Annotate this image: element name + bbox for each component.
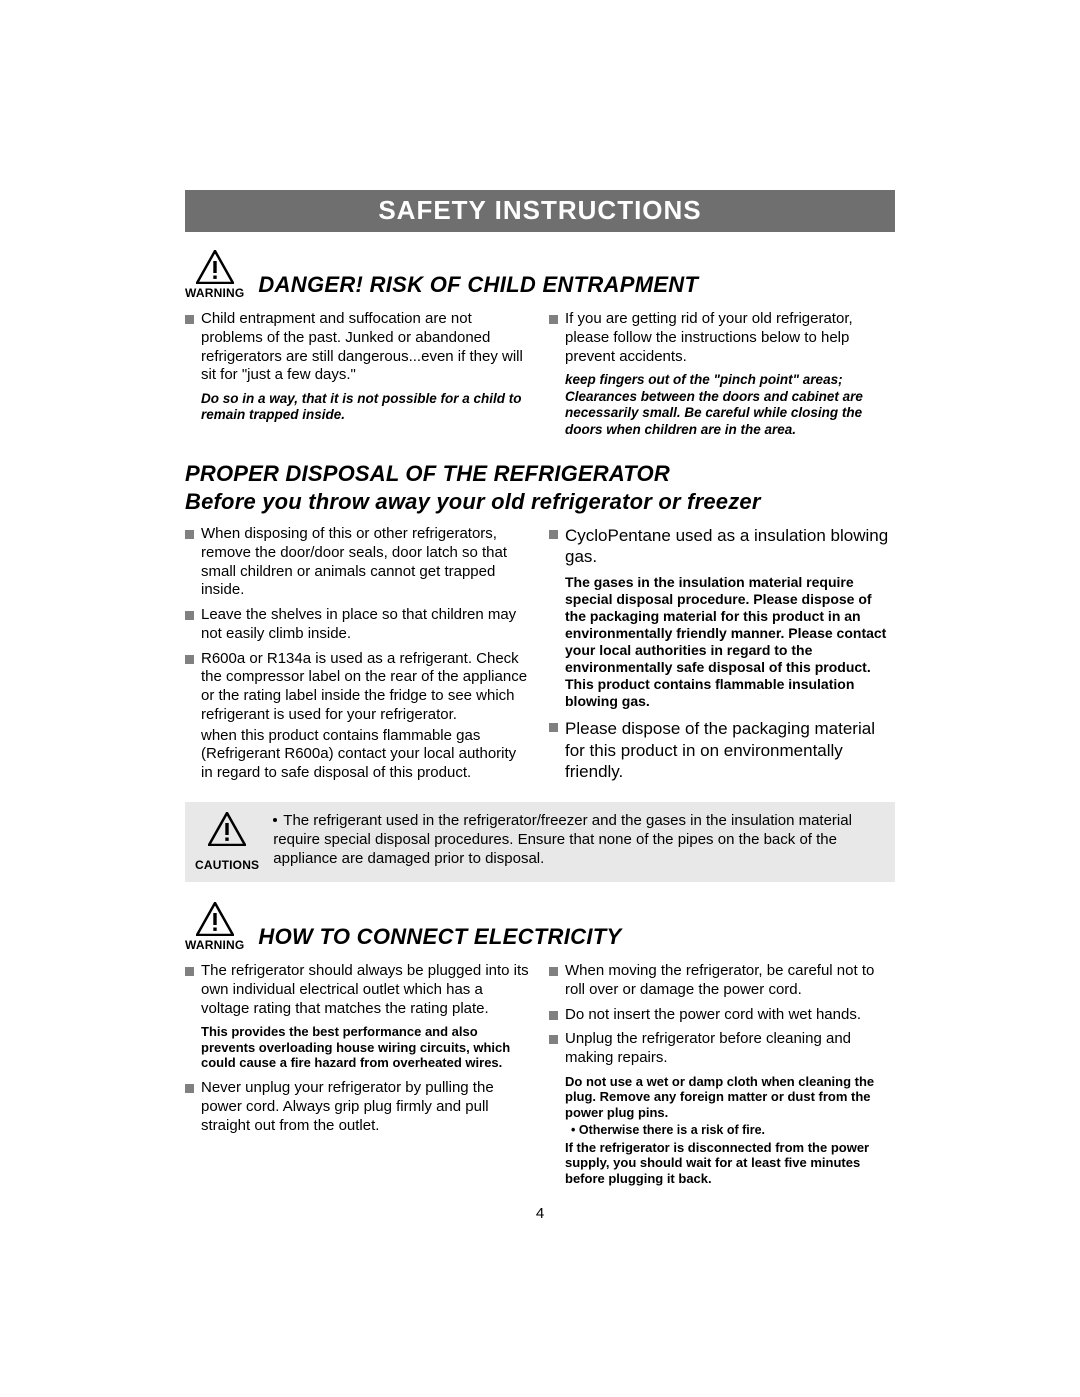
bullet-item: If you are getting rid of your old refri… — [549, 310, 895, 366]
bold-note: Do not use a wet or damp cloth when clea… — [549, 1074, 895, 1121]
cautions-body: The refrigerant used in the refrigerator… — [273, 812, 852, 867]
square-bullet-icon — [549, 1011, 558, 1020]
section-1-header: WARNING DANGER! RISK OF CHILD ENTRAPMENT — [185, 250, 895, 300]
bullet-item: Leave the shelves in place so that child… — [185, 606, 531, 644]
body-text: When moving the refrigerator, be careful… — [565, 962, 895, 1000]
italic-note: keep fingers out of the "pinch point" ar… — [549, 372, 895, 438]
square-bullet-icon — [549, 315, 558, 324]
warning-triangle-icon — [208, 812, 246, 846]
bold-note: This provides the best performance and a… — [185, 1024, 531, 1071]
body-text: The refrigerator should always be plugge… — [201, 962, 531, 1018]
square-bullet-icon — [185, 530, 194, 539]
section-3-left: The refrigerator should always be plugge… — [185, 962, 531, 1187]
italic-note: Do so in a way, that it is not possible … — [185, 391, 531, 424]
bold-note-bullet: • Otherwise there is a risk of fire. — [549, 1123, 895, 1138]
body-text: If you are getting rid of your old refri… — [565, 310, 895, 366]
bullet-item: When disposing of this or other refriger… — [185, 525, 531, 600]
body-text: When disposing of this or other refriger… — [201, 525, 531, 600]
section-2-title-line1: PROPER DISPOSAL OF THE REFRIGERATOR — [185, 460, 895, 488]
warning-symbol-block: WARNING — [185, 902, 244, 952]
section-3-right: When moving the refrigerator, be careful… — [549, 962, 895, 1187]
section-1-left: Child entrapment and suffocation are not… — [185, 310, 531, 438]
square-bullet-icon — [185, 611, 194, 620]
bullet-item: When moving the refrigerator, be careful… — [549, 962, 895, 1000]
section-3-columns: The refrigerator should always be plugge… — [185, 962, 895, 1187]
follow-text: when this product contains flammable gas… — [185, 727, 531, 783]
bullet-item: Unplug the refrigerator before cleaning … — [549, 1030, 895, 1068]
section-2-title: PROPER DISPOSAL OF THE REFRIGERATOR Befo… — [185, 460, 895, 515]
section-2-title-line2: Before you throw away your old refrigera… — [185, 488, 895, 516]
body-text: Please dispose of the packaging material… — [565, 718, 895, 782]
warning-label: WARNING — [185, 286, 244, 300]
section-3-header: WARNING HOW TO CONNECT ELECTRICITY — [185, 902, 895, 952]
square-bullet-icon — [185, 315, 194, 324]
square-bullet-icon — [549, 967, 558, 976]
manual-page: SAFETY INSTRUCTIONS WARNING DANGER! RISK… — [0, 0, 1080, 1262]
section-2-columns: When disposing of this or other refriger… — [185, 525, 895, 788]
page-banner: SAFETY INSTRUCTIONS — [185, 190, 895, 232]
dot-bullet-icon — [273, 818, 277, 822]
section-2-right: CycloPentane used as a insulation blowin… — [549, 525, 895, 788]
body-text: R600a or R134a is used as a refrigerant.… — [201, 650, 531, 725]
body-text: Leave the shelves in place so that child… — [201, 606, 531, 644]
bullet-item: R600a or R134a is used as a refrigerant.… — [185, 650, 531, 725]
bullet-item: CycloPentane used as a insulation blowin… — [549, 525, 895, 568]
bullet-item: Do not insert the power cord with wet ha… — [549, 1006, 895, 1025]
bullet-item: Please dispose of the packaging material… — [549, 718, 895, 782]
section-1-title: DANGER! RISK OF CHILD ENTRAPMENT — [258, 272, 895, 300]
square-bullet-icon — [185, 655, 194, 664]
page-number: 4 — [185, 1205, 895, 1222]
warning-triangle-icon — [196, 250, 234, 284]
square-bullet-icon — [549, 723, 558, 732]
cautions-label: CAUTIONS — [195, 858, 259, 872]
cautions-symbol-block: CAUTIONS — [195, 812, 259, 872]
body-text: Child entrapment and suffocation are not… — [201, 310, 531, 385]
bullet-item: Never unplug your refrigerator by pullin… — [185, 1079, 531, 1135]
section-1-columns: Child entrapment and suffocation are not… — [185, 310, 895, 438]
square-bullet-icon — [185, 1084, 194, 1093]
square-bullet-icon — [549, 530, 558, 539]
section-1-right: If you are getting rid of your old refri… — [549, 310, 895, 438]
square-bullet-icon — [549, 1035, 558, 1044]
warning-triangle-icon — [196, 902, 234, 936]
square-bullet-icon — [185, 967, 194, 976]
body-text: Never unplug your refrigerator by pullin… — [201, 1079, 531, 1135]
body-text: Do not insert the power cord with wet ha… — [565, 1006, 861, 1025]
body-text: Unplug the refrigerator before cleaning … — [565, 1030, 895, 1068]
bullet-item: Child entrapment and suffocation are not… — [185, 310, 531, 385]
warning-symbol-block: WARNING — [185, 250, 244, 300]
warning-label: WARNING — [185, 938, 244, 952]
cautions-text: The refrigerant used in the refrigerator… — [273, 812, 881, 868]
bullet-item: The refrigerator should always be plugge… — [185, 962, 531, 1018]
section-3-title: HOW TO CONNECT ELECTRICITY — [258, 924, 895, 952]
bold-note: The gases in the insulation material req… — [549, 574, 895, 711]
bold-note: If the refrigerator is disconnected from… — [549, 1140, 895, 1187]
cautions-box: CAUTIONS The refrigerant used in the ref… — [185, 802, 895, 882]
section-2-left: When disposing of this or other refriger… — [185, 525, 531, 788]
body-text: CycloPentane used as a insulation blowin… — [565, 525, 895, 568]
